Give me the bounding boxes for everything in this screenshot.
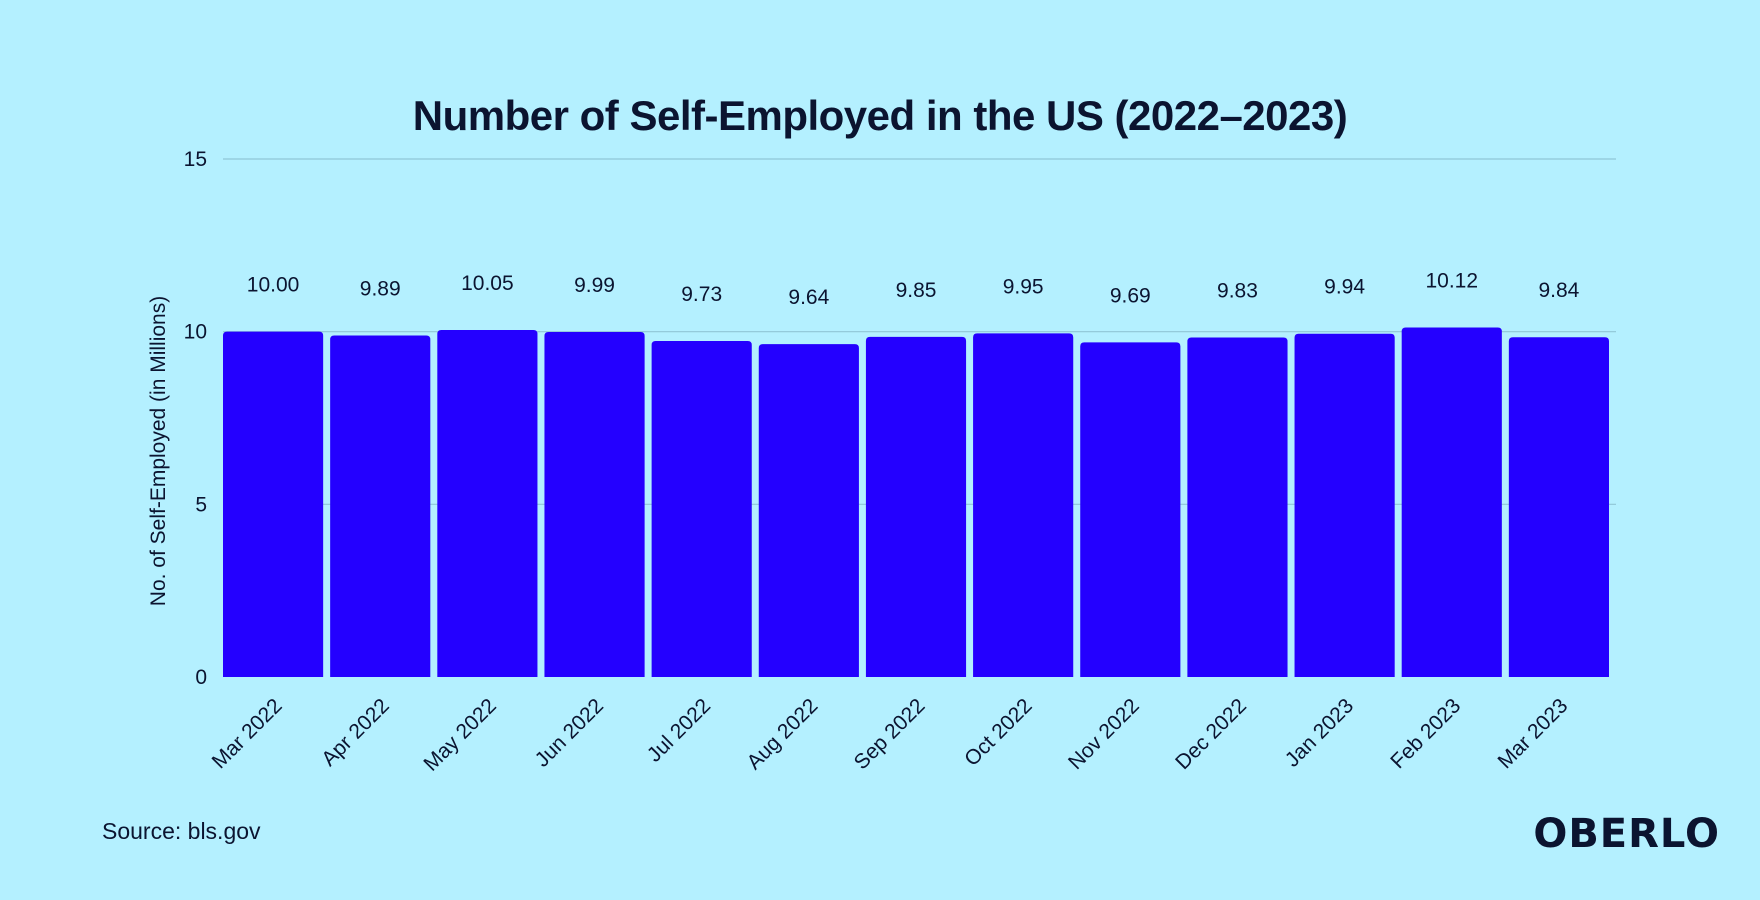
x-axis-labels: Mar 2022 Apr 2022 May 2022 Jun 2022 Jul 2022… — [208, 694, 1573, 775]
x-tick-label: Jan 2023 — [1281, 694, 1358, 771]
bar-dec-2022 — [1187, 337, 1288, 677]
y-tick-label: 5 — [195, 493, 207, 516]
x-tick-label: Jun 2022 — [531, 694, 608, 771]
bar-jun-2022 — [544, 332, 645, 677]
bar-feb-2023 — [1401, 327, 1502, 677]
oberlo-logo: OBERLO — [1533, 811, 1720, 857]
x-tick-label: Aug 2022 — [743, 694, 823, 774]
y-axis-ticks: 0 5 10 15 — [184, 148, 207, 689]
x-tick-label: Mar 2022 — [208, 694, 287, 773]
bar-value-label: 9.73 — [681, 283, 722, 306]
chart-title: Number of Self-Employed in the US (2022–… — [412, 92, 1348, 139]
bar-nov-2022 — [1080, 342, 1181, 677]
bar-value-label: 9.94 — [1324, 276, 1365, 299]
bar-value-label: 9.69 — [1110, 284, 1151, 307]
bar-value-label: 10.00 — [247, 274, 300, 297]
bar-value-label: 9.99 — [574, 274, 615, 297]
bar-value-label: 9.95 — [1003, 275, 1044, 298]
bar-value-label: 9.64 — [788, 286, 829, 309]
x-tick-label: Mar 2023 — [1493, 694, 1572, 773]
y-tick-label: 15 — [184, 148, 207, 171]
bar-aug-2022 — [758, 344, 859, 677]
x-tick-label: Oct 2022 — [960, 694, 1037, 771]
bar-jan-2023 — [1294, 333, 1395, 677]
bar-mar-2022 — [223, 331, 324, 677]
bar-value-label: 9.84 — [1538, 279, 1579, 302]
bar-value-label: 9.83 — [1217, 280, 1258, 303]
value-labels: 10.00 9.89 10.05 9.99 9.73 9.64 9.85 9.95 9.69 9.… — [247, 270, 1580, 310]
bar-may-2022 — [437, 329, 538, 677]
bar-value-label: 10.12 — [1425, 270, 1478, 293]
x-tick-label: Nov 2022 — [1064, 694, 1144, 774]
bar-value-label: 9.85 — [896, 279, 937, 302]
y-tick-label: 0 — [195, 666, 207, 689]
bar-apr-2022 — [330, 335, 431, 677]
bar-sep-2022 — [865, 336, 967, 677]
bars — [223, 327, 1609, 677]
x-tick-label: May 2022 — [419, 694, 500, 775]
x-tick-label: Dec 2022 — [1171, 694, 1251, 774]
x-tick-label: Jul 2022 — [643, 694, 715, 766]
x-tick-label: Apr 2022 — [317, 694, 394, 771]
y-tick-label: 10 — [184, 321, 207, 344]
bar-value-label: 10.05 — [461, 272, 514, 295]
x-tick-label: Feb 2023 — [1386, 694, 1465, 773]
x-tick-label: Sep 2022 — [850, 694, 930, 774]
bar-mar-2023 — [1508, 337, 1609, 677]
source-note: Source: bls.gov — [102, 818, 261, 844]
y-axis-title: No. of Self-Employed (in Millions) — [147, 296, 170, 606]
bar-oct-2022 — [973, 333, 1074, 677]
bar-jul-2022 — [651, 340, 752, 677]
bar-value-label: 9.89 — [360, 277, 401, 300]
